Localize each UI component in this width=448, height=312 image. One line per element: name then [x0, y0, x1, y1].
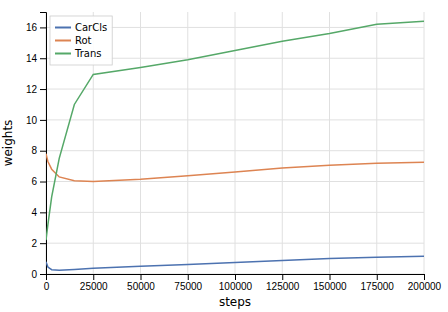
x-tick-label: 0	[44, 281, 50, 292]
x-tick-mark	[424, 274, 425, 280]
legend-item: Rot	[55, 35, 92, 46]
y-tick-mark	[40, 151, 46, 152]
legend-item: CarCls	[55, 22, 107, 33]
x-tick-label: 200000	[408, 281, 442, 292]
grid-line-x	[376, 12, 377, 274]
plot-root: 0 25000 50000 75000 100000 125000 150000 175000…	[26, 12, 442, 292]
y-tick-mark	[40, 27, 46, 28]
y-tick: 0	[31, 269, 46, 280]
x-tick: 50000	[127, 274, 155, 292]
grid	[46, 12, 424, 274]
y-tick-mark	[40, 212, 46, 213]
grid-line-x	[140, 12, 141, 274]
x-tick: 200000	[408, 274, 442, 292]
legend-label: Trans	[74, 48, 101, 59]
y-tick-mark	[40, 182, 46, 183]
x-tick-label: 150000	[313, 281, 347, 292]
x-tick-mark	[188, 274, 189, 280]
y-tick-label: 4	[31, 207, 37, 218]
legend-swatch	[55, 27, 71, 29]
x-tick: 125000	[266, 274, 300, 292]
grid-line-x	[329, 12, 330, 274]
x-tick-label: 125000	[266, 281, 300, 292]
grid-line-y	[46, 150, 424, 151]
y-tick-label: 0	[31, 269, 37, 280]
y-tick: 2	[31, 238, 46, 249]
legend-label: Rot	[75, 35, 92, 46]
y-axis-title: weights	[1, 120, 15, 167]
x-tick: 0	[44, 274, 50, 292]
y-tick: 12	[26, 84, 46, 95]
x-tick-label: 175000	[361, 281, 395, 292]
grid-line-y	[46, 119, 424, 120]
series-line	[46, 154, 424, 182]
x-tick-label: 75000	[174, 281, 202, 292]
y-tick: 8	[31, 145, 46, 156]
y-axis: 0 2 4 6 8 10 12 14 16	[26, 13, 47, 280]
y-tick-mark	[40, 58, 46, 59]
y-tick-label: 6	[31, 176, 37, 187]
y-tick: 14	[26, 53, 46, 64]
y-tick-label: 8	[31, 145, 37, 156]
y-tick: 10	[26, 115, 46, 126]
grid-line-y	[46, 243, 424, 244]
y-tick-mark	[40, 120, 46, 121]
chart-svg: 0 25000 50000 75000 100000 125000 150000 175000…	[0, 0, 448, 312]
x-tick-label: 50000	[127, 281, 155, 292]
grid-line-x	[187, 12, 188, 274]
legend-label: CarCls	[75, 22, 107, 33]
grid-line-y	[46, 89, 424, 90]
x-tick: 100000	[219, 274, 253, 292]
y-tick-mark	[40, 89, 46, 90]
grid-line-x	[424, 12, 425, 274]
x-tick-label: 25000	[80, 281, 108, 292]
x-tick: 150000	[313, 274, 347, 292]
x-tick: 25000	[80, 274, 108, 292]
legend: CarCls Rot Trans	[50, 16, 112, 65]
x-tick: 75000	[174, 274, 202, 292]
x-tick-mark	[282, 274, 283, 280]
y-tick-mark	[40, 274, 46, 275]
x-axis: 0 25000 50000 75000 100000 125000 150000 175000…	[44, 274, 442, 292]
y-tick-label: 14	[26, 53, 38, 64]
y-axis-line	[40, 13, 47, 275]
series-line	[46, 256, 424, 270]
y-tick-label: 10	[26, 115, 38, 126]
y-tick-label: 12	[26, 84, 38, 95]
y-tick-mark	[40, 243, 46, 244]
x-tick-mark	[377, 274, 378, 280]
x-tick-mark	[330, 274, 331, 280]
legend-swatch	[55, 40, 71, 42]
grid-line-x	[282, 12, 283, 274]
grid-line-y	[46, 212, 424, 213]
y-tick-label: 2	[31, 238, 37, 249]
legend-item: Trans	[55, 48, 101, 59]
x-tick-mark	[141, 274, 142, 280]
x-axis-line	[47, 275, 425, 281]
legend-frame	[50, 16, 112, 65]
chart-container: 0 25000 50000 75000 100000 125000 150000 175000…	[0, 0, 448, 312]
y-tick: 4	[31, 207, 46, 218]
x-tick: 175000	[361, 274, 395, 292]
x-tick-label: 100000	[219, 281, 253, 292]
x-tick-mark	[235, 274, 236, 280]
x-axis-title: steps	[219, 295, 251, 309]
y-tick: 16	[26, 22, 46, 33]
x-tick-mark	[93, 274, 94, 280]
y-tick-label: 16	[26, 22, 38, 33]
legend-swatch	[55, 53, 71, 55]
y-tick: 6	[31, 176, 46, 187]
